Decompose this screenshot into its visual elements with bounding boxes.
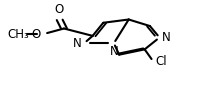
Text: N: N <box>73 37 82 50</box>
Text: N: N <box>162 31 170 44</box>
Text: Cl: Cl <box>155 55 167 68</box>
Text: N: N <box>109 45 118 58</box>
Text: O: O <box>31 28 41 41</box>
Text: CH₃: CH₃ <box>8 28 29 41</box>
Text: O: O <box>54 3 63 16</box>
